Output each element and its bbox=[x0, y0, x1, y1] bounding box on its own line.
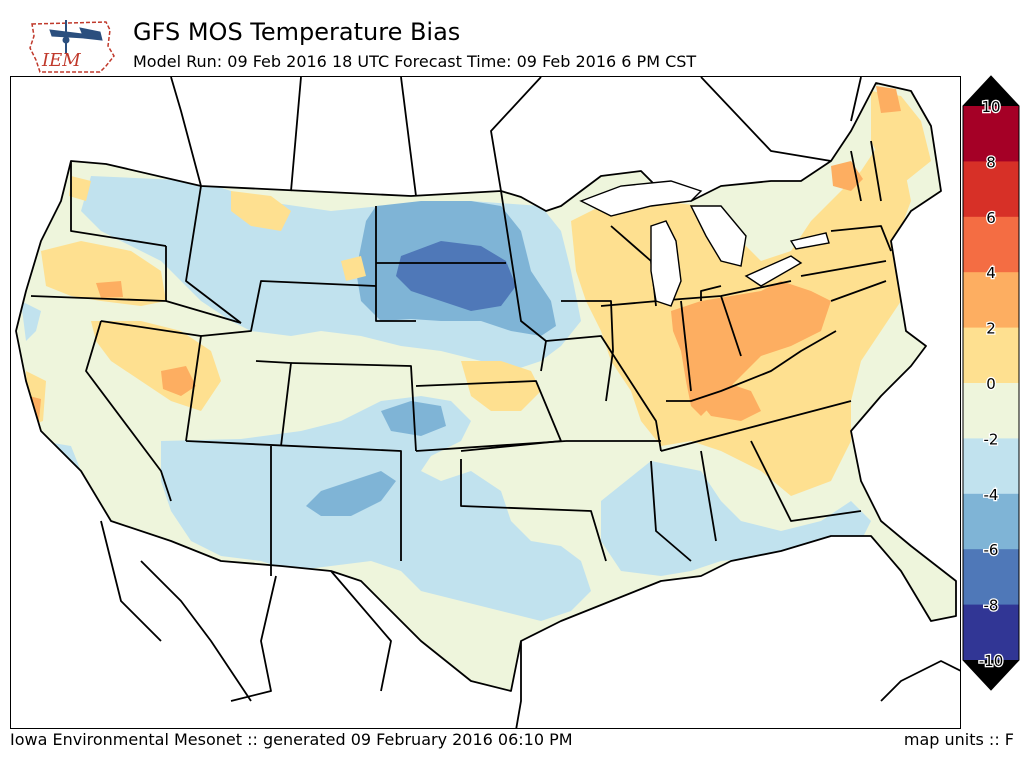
contour-0-to-2-kansas bbox=[461, 361, 541, 411]
contour-neg4-to-neg6-oklahoma bbox=[306, 471, 396, 516]
contour-0-to-2-maine bbox=[871, 91, 931, 181]
colorbar-swatch bbox=[963, 161, 1019, 218]
colorbar-swatch bbox=[963, 383, 1019, 439]
colorbar-swatch bbox=[963, 106, 1019, 162]
colorbar-tick-label: 4 bbox=[986, 264, 996, 282]
colorbar-labels: 10 8 6 4 2 0 -2 -4 -6 -8 -10 bbox=[978, 97, 1005, 672]
colorbar-over-triangle bbox=[963, 76, 1019, 106]
bias-map bbox=[15, 77, 960, 728]
logo-text: IEM bbox=[41, 50, 81, 71]
colorbar-swatch bbox=[963, 216, 1019, 273]
contour-0-to-2-washington bbox=[69, 176, 91, 201]
colorbar-tick-label: -2 bbox=[984, 430, 999, 448]
colorbar-swatch bbox=[963, 549, 1019, 606]
lake-erie bbox=[744, 255, 803, 287]
lake-huron bbox=[689, 205, 747, 267]
colorbar-swatch bbox=[963, 327, 1019, 384]
map-title: GFS MOS Temperature Bias bbox=[133, 18, 461, 46]
contour-neg6-to-neg8-dakotas bbox=[396, 241, 516, 311]
colorbar-swatches bbox=[962, 75, 1020, 691]
colorbar-swatch bbox=[963, 493, 1019, 550]
lake-superior bbox=[579, 180, 703, 217]
colorbar-border bbox=[962, 75, 1020, 691]
colorbar-swatch bbox=[963, 272, 1019, 329]
map-panel bbox=[10, 76, 961, 729]
colorbar-tick-label: -6 bbox=[984, 541, 999, 559]
boundaries bbox=[15, 77, 960, 728]
colorbar-tick-label: 10 bbox=[981, 98, 1000, 116]
contour-0-to-2-montana bbox=[231, 191, 291, 231]
map-units: map units :: F bbox=[903, 730, 1014, 749]
contour-neg2-to-neg4-calif bbox=[21, 301, 41, 341]
footer-credit: Iowa Environmental Mesonet :: generated … bbox=[10, 730, 573, 749]
contour-0-to-2-wyoming bbox=[341, 256, 366, 281]
colorbar-tick-label: 2 bbox=[986, 320, 996, 338]
contour-neg2-to-neg4-south bbox=[161, 396, 591, 621]
contour-2-to-4-oregon bbox=[96, 281, 123, 298]
contour-2-to-4-maine bbox=[876, 86, 901, 113]
contour-0-to-2-west bbox=[41, 241, 166, 306]
colorbar-swatch bbox=[963, 438, 1019, 495]
weathervane-icon bbox=[49, 20, 103, 54]
map-subtitle: Model Run: 09 Feb 2016 18 UTC Forecast T… bbox=[133, 52, 697, 71]
colorbar-under-triangle bbox=[963, 660, 1019, 690]
contour-2-to-4-ohio-valley bbox=[671, 281, 831, 416]
colorbar-tick-label: 8 bbox=[986, 153, 996, 171]
lake-michigan bbox=[650, 220, 682, 307]
colorbar-tick-label: -10 bbox=[979, 652, 1004, 670]
great-lakes bbox=[579, 180, 830, 307]
colorbar-tick-label: 0 bbox=[986, 375, 996, 393]
colorbar-tick-label: -8 bbox=[984, 597, 999, 615]
lake-ontario bbox=[789, 232, 830, 250]
contour-2-to-4-nevada bbox=[161, 366, 196, 396]
contour-2-to-4-kentucky bbox=[691, 381, 761, 421]
colorbar-tick-label: -4 bbox=[984, 486, 999, 504]
colorbar-tick-label: 6 bbox=[986, 209, 996, 227]
bias-contours bbox=[21, 86, 931, 621]
iem-logo: IEM bbox=[29, 20, 115, 73]
colorbar-swatch bbox=[963, 604, 1019, 661]
colorbar: 10 8 6 4 2 0 -2 -4 -6 -8 -10 bbox=[962, 75, 1020, 691]
